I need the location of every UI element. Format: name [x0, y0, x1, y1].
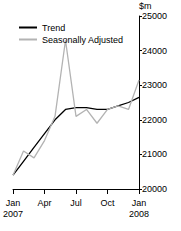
svg-text:21000: 21000: [142, 149, 167, 159]
svg-text:Oct: Oct: [100, 198, 115, 208]
svg-text:2007: 2007: [3, 209, 23, 219]
svg-text:Jul: Jul: [70, 198, 82, 208]
svg-text:Trend: Trend: [42, 23, 65, 33]
svg-text:25000: 25000: [142, 11, 167, 21]
svg-text:24000: 24000: [142, 46, 167, 56]
svg-text:Jan: Jan: [132, 198, 147, 208]
svg-text:Seasonally Adjusted: Seasonally Adjusted: [42, 35, 123, 45]
svg-text:20000: 20000: [142, 184, 167, 194]
svg-text:2008: 2008: [129, 209, 149, 219]
svg-text:22000: 22000: [142, 115, 167, 125]
svg-text:Jan: Jan: [6, 198, 21, 208]
svg-text:23000: 23000: [142, 80, 167, 90]
svg-text:Apr: Apr: [38, 198, 52, 208]
svg-text:$m: $m: [139, 1, 152, 11]
